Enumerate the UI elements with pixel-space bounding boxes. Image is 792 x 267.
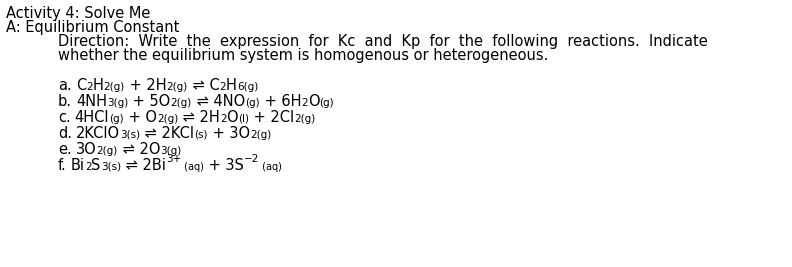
Text: ⇌ 2H: ⇌ 2H	[178, 110, 220, 125]
Text: Bi: Bi	[70, 158, 85, 173]
Text: 2KClO: 2KClO	[76, 126, 120, 141]
Text: 2: 2	[301, 97, 308, 108]
Text: b.: b.	[58, 94, 72, 109]
Text: + O: + O	[124, 110, 157, 125]
Text: 3(g): 3(g)	[107, 97, 128, 108]
Text: + 2H: + 2H	[125, 78, 166, 93]
Text: + 2Cl: + 2Cl	[249, 110, 295, 125]
Text: C: C	[76, 78, 86, 93]
Text: + 6H: + 6H	[260, 94, 301, 109]
Text: ⇌ 2O: ⇌ 2O	[118, 142, 160, 157]
Text: 2(g): 2(g)	[166, 81, 188, 92]
Text: S: S	[91, 158, 101, 173]
Text: (g): (g)	[109, 113, 124, 124]
Text: O: O	[227, 110, 238, 125]
Text: (g): (g)	[245, 97, 260, 108]
Text: (l): (l)	[238, 113, 249, 124]
Text: (aq): (aq)	[259, 162, 282, 171]
Text: 2(g): 2(g)	[97, 146, 118, 155]
Text: ⇌ 4NO: ⇌ 4NO	[192, 94, 245, 109]
Text: A: Equilibrium Constant: A: Equilibrium Constant	[6, 20, 179, 35]
Text: 4NH: 4NH	[76, 94, 107, 109]
Text: d.: d.	[58, 126, 72, 141]
Text: 2: 2	[220, 113, 227, 124]
Text: (s): (s)	[194, 129, 208, 139]
Text: (aq): (aq)	[181, 162, 204, 171]
Text: 2(g): 2(g)	[249, 129, 271, 139]
Text: f.: f.	[58, 158, 67, 173]
Text: Activity 4: Solve Me: Activity 4: Solve Me	[6, 6, 150, 21]
Text: 3(s): 3(s)	[101, 162, 121, 171]
Text: whether the equilibrium system is homogenous or heterogeneous.: whether the equilibrium system is homoge…	[58, 48, 548, 63]
Text: 3+: 3+	[166, 154, 181, 164]
Text: c.: c.	[58, 110, 70, 125]
Text: −2: −2	[244, 154, 259, 164]
Text: 2: 2	[86, 81, 93, 92]
Text: O: O	[308, 94, 319, 109]
Text: Direction:  Write  the  expression  for  Kc  and  Kp  for  the  following  react: Direction: Write the expression for Kc a…	[58, 34, 708, 49]
Text: ⇌ 2Bi: ⇌ 2Bi	[121, 158, 166, 173]
Text: a.: a.	[58, 78, 72, 93]
Text: (g): (g)	[319, 97, 334, 108]
Text: H: H	[93, 78, 104, 93]
Text: 2(g): 2(g)	[295, 113, 315, 124]
Text: H: H	[226, 78, 237, 93]
Text: 2: 2	[219, 81, 226, 92]
Text: ⇌ 2KCl: ⇌ 2KCl	[140, 126, 194, 141]
Text: 2(g): 2(g)	[170, 97, 192, 108]
Text: 2(g): 2(g)	[104, 81, 125, 92]
Text: + 5O: + 5O	[128, 94, 170, 109]
Text: + 3S: + 3S	[204, 158, 244, 173]
Text: e.: e.	[58, 142, 72, 157]
Text: 2: 2	[85, 162, 91, 171]
Text: ⇌ C: ⇌ C	[188, 78, 219, 93]
Text: 3(g): 3(g)	[160, 146, 181, 155]
Text: 2(g): 2(g)	[157, 113, 178, 124]
Text: 4HCl: 4HCl	[74, 110, 109, 125]
Text: + 3O: + 3O	[208, 126, 249, 141]
Text: 3O: 3O	[76, 142, 97, 157]
Text: 6(g): 6(g)	[237, 81, 258, 92]
Text: 3(s): 3(s)	[120, 129, 140, 139]
